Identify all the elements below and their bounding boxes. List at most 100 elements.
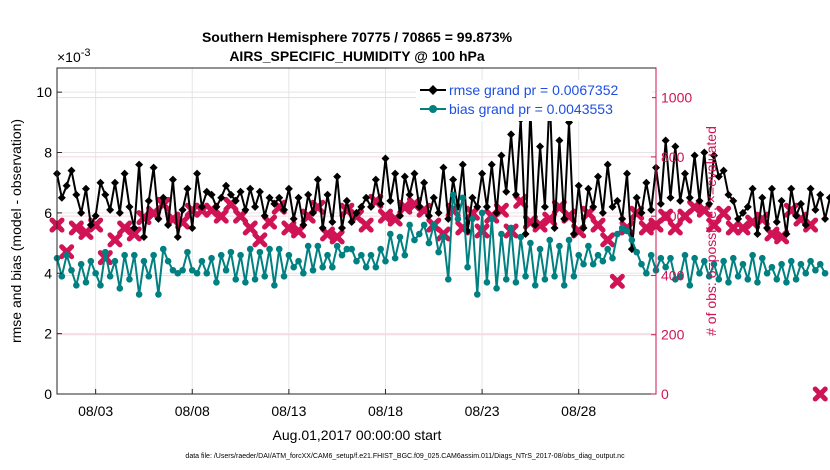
y-axis-right: 0 200 400 600 800 1000: [651, 68, 692, 402]
rmse-point: [318, 223, 327, 232]
obs-evaluated-marker: [242, 220, 258, 236]
rmse-point: [511, 190, 520, 199]
obs-evaluated-marker: [233, 208, 249, 224]
bias-point: [198, 257, 206, 265]
rmse-point: [473, 202, 482, 211]
rmse-point: [333, 172, 342, 181]
bias-point: [686, 282, 694, 289]
bias-point: [266, 245, 273, 253]
bias-point: [333, 242, 341, 250]
bias-point: [280, 272, 288, 280]
bias-point: [628, 236, 636, 244]
y-tick-label: 10: [36, 84, 52, 100]
bias-point: [135, 291, 143, 298]
obs-evaluated-marker: [658, 208, 674, 224]
bias-point: [551, 272, 558, 280]
rmse-point: [487, 160, 496, 169]
bias-point: [618, 224, 626, 232]
legend-rmse-marker: [428, 85, 438, 95]
bias-point: [242, 279, 249, 286]
bias-point: [92, 269, 99, 277]
bias-point: [527, 239, 534, 247]
rmse-point: [67, 166, 76, 175]
bias-point: [691, 254, 698, 262]
rmse-point: [497, 151, 506, 160]
bias-point: [319, 263, 326, 271]
rmse-point: [589, 202, 598, 211]
bias-point: [353, 257, 360, 265]
rmse-point: [719, 166, 728, 175]
bias-point: [643, 269, 650, 277]
bias-point: [778, 260, 785, 268]
rmse-point: [801, 220, 810, 229]
rmse-point: [434, 208, 443, 217]
bias-point: [232, 275, 240, 283]
x-tick-label: 08/28: [561, 403, 596, 419]
bias-point: [623, 227, 631, 235]
bias-point: [744, 275, 752, 283]
rmse-point: [101, 190, 110, 199]
rmse-point: [168, 175, 177, 184]
bias-point: [585, 242, 592, 250]
rmse-point: [618, 214, 627, 223]
rmse-point: [313, 175, 322, 184]
rmse-point: [748, 184, 757, 193]
rmse-point: [623, 169, 632, 178]
rmse-point: [405, 190, 414, 199]
rmse-point: [613, 196, 622, 205]
rmse-point: [323, 190, 332, 199]
rmse-point: [738, 208, 747, 217]
bias-point: [425, 239, 433, 247]
rmse-point: [376, 199, 385, 208]
rmse-point: [743, 202, 752, 211]
bias-point: [493, 285, 500, 292]
bias-point: [159, 245, 167, 253]
rmse-point: [560, 214, 569, 223]
rmse-point: [424, 211, 433, 220]
bias-point: [121, 251, 128, 259]
bias-point: [531, 282, 539, 289]
bias-point: [507, 224, 515, 232]
bias-point: [440, 233, 447, 241]
bias-point: [391, 254, 399, 262]
rmse-point: [637, 208, 646, 217]
bias-point: [696, 269, 703, 277]
obs-evaluated-marker: [696, 202, 712, 218]
bias-point: [343, 245, 351, 253]
rmse-point: [685, 193, 694, 202]
rmse-point: [309, 208, 318, 217]
bias-point: [560, 282, 568, 289]
rmse-point: [77, 208, 86, 217]
rmse-point: [255, 187, 264, 196]
rmse-point: [386, 196, 395, 205]
rmse-point: [130, 223, 139, 232]
bias-point: [63, 251, 70, 259]
bias-point: [498, 230, 505, 238]
rmse-point: [222, 181, 231, 190]
rmse-point: [811, 205, 820, 214]
rmse-point: [304, 190, 313, 199]
rmse-point: [420, 178, 429, 187]
rmse-point: [502, 187, 511, 196]
y-right-tick-label: 0: [661, 386, 669, 402]
x-tick-label: 08/03: [78, 403, 113, 419]
bias-point: [816, 260, 824, 268]
rmse-point: [584, 184, 593, 193]
rmse-point: [540, 202, 549, 211]
rmse-point: [569, 230, 578, 239]
rmse-point: [439, 163, 448, 172]
y-right-tick-label: 400: [661, 267, 685, 283]
obs-evaluated-marker: [735, 220, 751, 236]
rmse-point: [690, 151, 699, 160]
legend-box: [416, 80, 652, 121]
rmse-point: [86, 220, 95, 229]
rmse-point: [391, 169, 400, 178]
rmse-point: [666, 193, 675, 202]
obs-evaluated-marker: [291, 223, 307, 239]
rmse-point: [734, 214, 743, 223]
rmse-point: [531, 220, 540, 229]
bias-point: [430, 221, 438, 229]
bias-point: [802, 269, 810, 277]
rmse-point: [62, 181, 71, 190]
bias-point: [174, 269, 182, 277]
